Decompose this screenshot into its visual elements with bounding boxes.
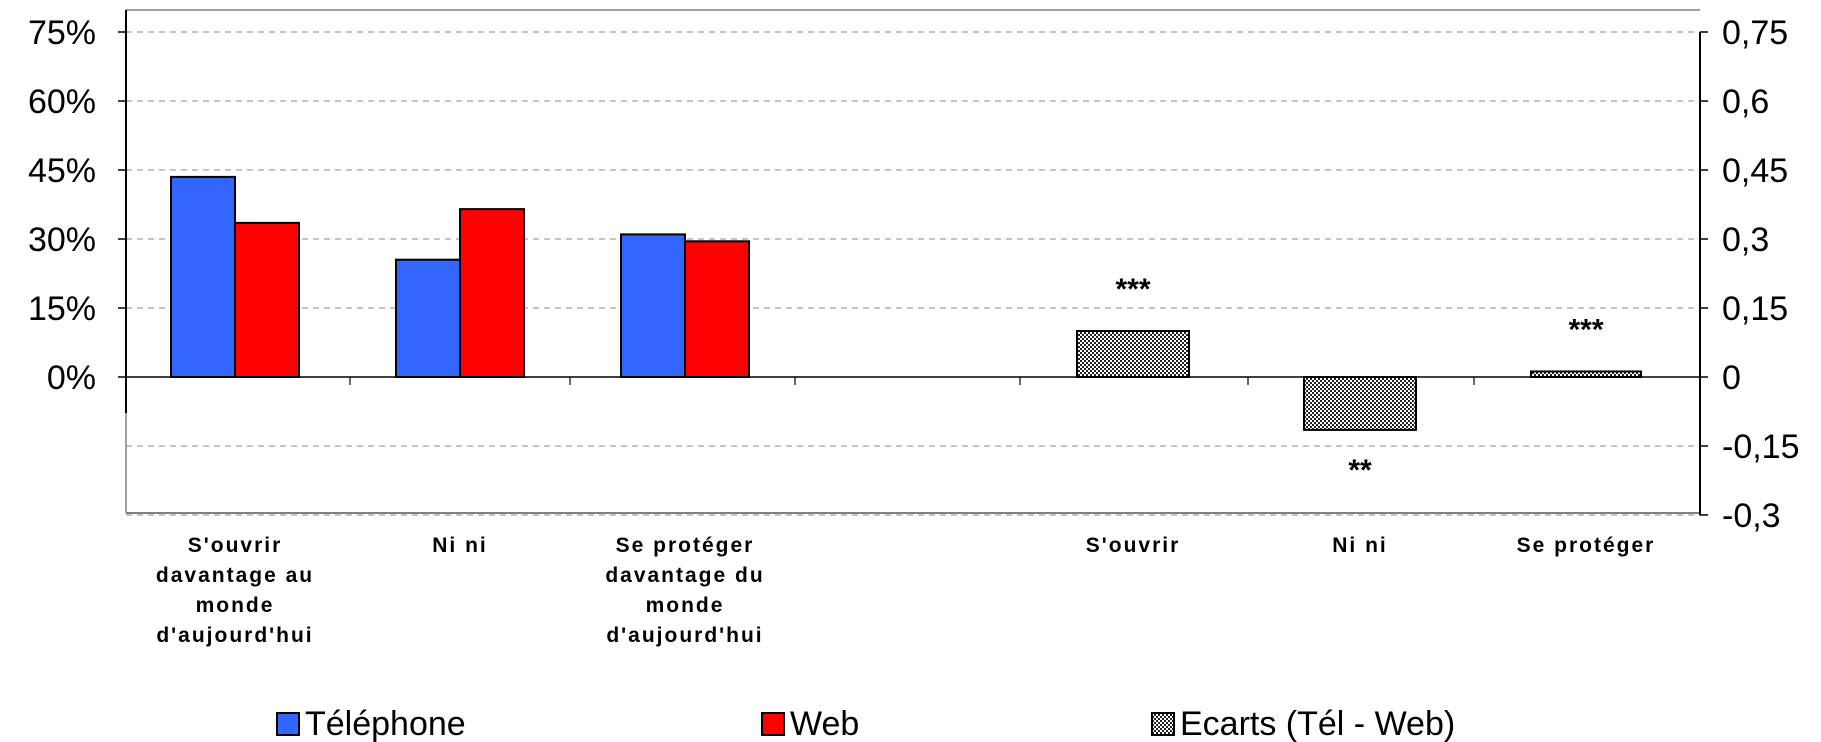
legend-swatch-telephone [276,712,300,736]
legend-swatch-web [761,712,785,736]
right-tick-label: 0 [1722,359,1741,397]
category-label: monde [196,594,275,617]
bar-telephone [170,175,236,378]
bar-ecart [1303,376,1417,431]
category-label: Se protéger [1517,534,1656,557]
bar-telephone [395,258,461,379]
legend-swatch-ecart [1151,712,1175,736]
gridlines [126,31,1700,516]
right-tick-label: 0,3 [1722,221,1769,259]
left-tick-label: 15% [28,290,96,328]
right-tick-label: -0,3 [1722,497,1781,535]
category-label: monde [646,594,725,617]
legend-label-ecart: Ecarts (Tél - Web) [1180,705,1455,742]
right-tick-label: 0,45 [1722,152,1788,190]
category-label: Ni ni [432,534,488,557]
legend-label-web: Web [790,705,859,742]
category-label: S'ouvrir [1086,534,1181,557]
left-tick-label: 30% [28,221,96,259]
right-tick-label: -0,15 [1722,428,1800,466]
left-tick-label: 0% [47,359,96,397]
bar-ecart [1076,330,1190,378]
right-tick-label: 0,6 [1722,83,1769,121]
legend-label-telephone: Téléphone [305,705,466,742]
bar-telephone [620,233,686,378]
tick-labels: 75% 60% 45% 30% 15% 0% 0,75 0,6 0,45 0,3 0,15 0 -0,1… [28,14,1800,535]
right-tick-label: 0,75 [1722,14,1788,52]
bar-ecart [1530,370,1642,379]
right-tick-label: 0,15 [1722,290,1788,328]
category-label: Ni ni [1332,534,1388,557]
category-label: S'ouvrir [188,534,283,557]
left-tick-label: 60% [28,83,96,121]
bar-web [459,208,525,378]
significance-label: ** [1348,454,1372,487]
bar-web [684,240,750,378]
bars [170,175,1642,431]
category-labels: S'ouvrir davantage au monde d'aujourd'hui Ni… [156,534,1656,647]
significance-labels: ******** [1115,273,1603,487]
left-tick-label: 75% [28,14,96,52]
category-label: Se protéger [616,534,755,557]
category-label: d'aujourd'hui [156,624,313,647]
legend: Téléphone Web Ecarts (Tél - Web) [276,705,1455,742]
axes [118,9,1708,516]
bar-web [234,221,300,378]
category-label: davantage du [605,564,764,587]
category-label: davantage au [156,564,314,587]
category-label: d'aujourd'hui [606,624,763,647]
left-tick-label: 45% [28,152,96,190]
significance-label: *** [1568,313,1603,346]
significance-label: *** [1115,273,1150,306]
